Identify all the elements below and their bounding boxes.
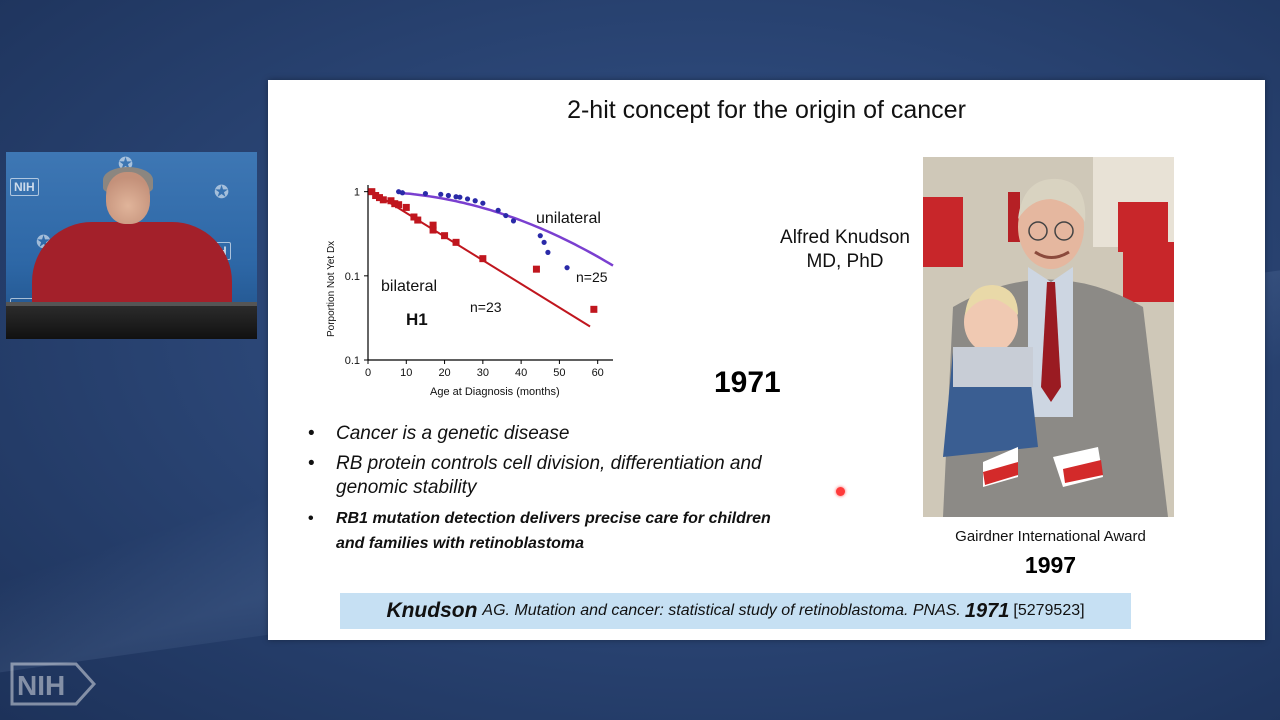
bilateral-data-point [391,200,399,208]
podium-top [6,302,257,309]
x-tick-label: 30 [477,367,489,379]
unilateral-data-point [438,191,444,197]
unilateral-data-point [480,200,486,206]
bilateral-data-point [452,238,460,246]
bilateral-data-point [429,226,437,234]
bullet-text: RB1 mutation detection delivers precise … [336,510,771,552]
bilateral-data-point [429,221,437,229]
bullet-icon: • [308,453,315,474]
hhs-emblem-icon: ✪ [214,182,230,202]
unilateral-data-point [564,265,570,271]
unilateral-data-point [422,190,429,197]
x-tick-label: 60 [592,367,604,379]
bullet-list: • Cancer is a genetic disease • RB prote… [306,422,776,562]
laser-pointer [836,487,845,496]
award-label: Gairdner International Award [955,528,1146,545]
unilateral-data-point [464,196,471,202]
chart-axes [367,185,613,361]
unilateral-data-point [445,192,451,199]
bilateral-data-point [410,213,418,221]
bilateral-data-point [368,188,376,196]
bilateral-data-point [414,216,422,224]
unilateral-data-point [510,218,517,224]
citation-year: 1971 [964,599,1010,622]
unilateral-data-point [399,190,406,196]
citation-pmid: [5279523] [1013,602,1085,619]
annotation-n25: n=25 [576,269,608,285]
bullet-item: • Cancer is a genetic disease [306,422,776,446]
nih-logo-icon: NIH [10,662,97,706]
podium [6,306,257,339]
person-name-line2: MD, PhD [806,251,884,272]
bilateral-data-point [532,265,540,273]
y-tick-label: 1 [354,187,360,199]
bullet-item: • RB1 mutation detection delivers precis… [306,506,776,556]
bilateral-data-point [375,194,383,202]
x-axis-label: Age at Diagnosis (months) [430,386,560,398]
unilateral-data-point [545,249,551,255]
award-year: 1997 [1024,552,1077,578]
unilateral-data-point [541,239,547,245]
y-tick-label: 0.1 [345,271,360,283]
x-tick-label: 20 [438,367,450,379]
y-tick-label: 0.1 [345,355,360,367]
wall-logo: NIH [10,178,39,196]
annotation-n23: n=23 [470,299,502,315]
bilateral-data-point [441,232,449,240]
bullet-text: Cancer is a genetic disease [336,423,570,444]
publication-year: 1971 [714,366,781,399]
annotation-bilateral: bilateral [381,278,437,295]
survival-chart: 0 10 20 30 40 50 60 1 0.1 0.1 Age at Diagnosis (m… [326,185,614,398]
x-tick-label: 40 [515,367,527,379]
bilateral-data-point [387,197,395,205]
knudson-photo [923,157,1174,517]
bullet-text: RB protein controls cell division, diffe… [336,453,762,498]
bilateral-data-point [379,196,387,204]
unilateral-data-point [472,198,478,204]
bilateral-data-point [402,203,410,211]
unilateral-data-point [537,233,543,239]
unilateral-data-point [457,194,463,200]
bullet-icon: • [308,423,315,444]
slide: 2-hit concept for the origin of cancer 0… [268,80,1265,640]
bullet-item: • RB protein controls cell division, dif… [306,452,776,500]
person-name-line1: Alfred Knudson [780,227,910,248]
bilateral-data-point [590,305,598,313]
bilateral-data-point [479,255,487,263]
bullet-icon: • [308,510,314,527]
bilateral-data-point [372,192,380,200]
x-tick-label: 10 [400,367,412,379]
unilateral-data-point [503,212,509,219]
citation-author: Knudson [386,599,478,622]
nih-logo-text: NIH [17,670,65,701]
person-name: Alfred Knudson MD, PhD [770,226,920,274]
unilateral-data-point [495,207,501,213]
unilateral-data-point [453,194,459,200]
speaker-head [106,172,150,224]
bilateral-data-point [395,201,403,209]
citation-box: Knudson AG. Mutation and cancer: statist… [340,593,1131,629]
annotation-h1: H1 [406,310,428,329]
citation-text: AG. Mutation and cancer: statistical stu… [482,602,961,619]
x-tick-label: 50 [553,367,565,379]
slide-title: 2-hit concept for the origin of cancer [567,96,966,124]
x-tick-label: 0 [365,367,371,379]
y-axis-label: Porportion Not Yet Dx [326,241,337,337]
annotation-unilateral: unilateral [536,210,601,227]
